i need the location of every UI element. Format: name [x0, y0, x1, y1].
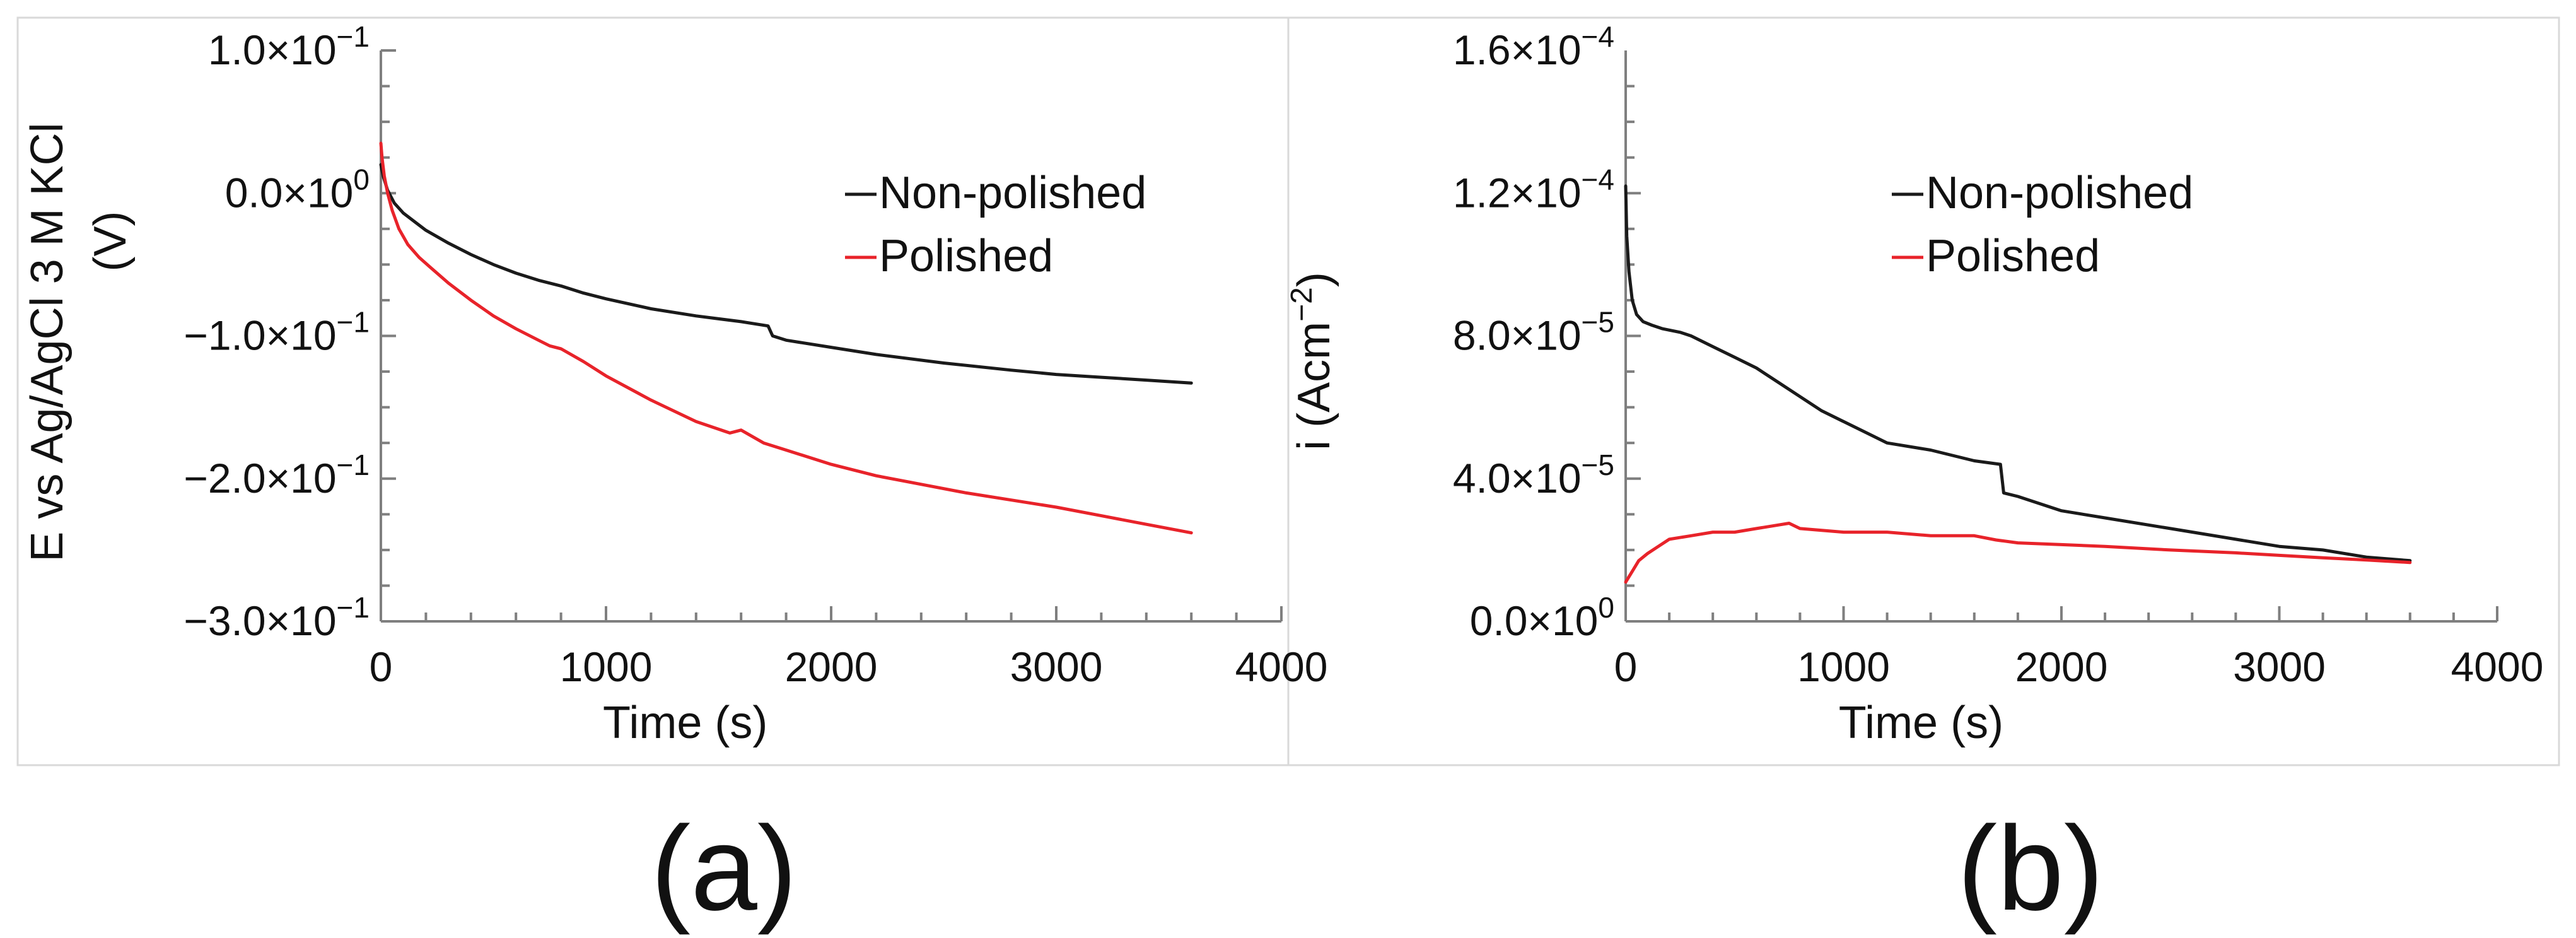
x-tick-label: 4000 — [2451, 643, 2544, 690]
y-tick-label: 1.0×10−1 — [208, 20, 370, 73]
x-tick-label: 2000 — [785, 643, 878, 690]
x-tick-label: 1000 — [560, 643, 653, 690]
y-tick-label: −1.0×10−1 — [184, 306, 370, 359]
y-tick-label: 1.2×10−4 — [1453, 163, 1614, 216]
panel-a-label: (a) — [651, 802, 797, 935]
x-tick-label: 0 — [370, 643, 393, 690]
x-axis-title: Time (s) — [603, 698, 767, 748]
y-tick-label: 0.0×100 — [225, 163, 370, 216]
legend-label: Polished — [879, 231, 1053, 281]
y-axis-title: i (Acm−2) — [1285, 272, 1339, 450]
x-tick-label: 1000 — [1797, 643, 1890, 690]
x-tick-label: 2000 — [2015, 643, 2108, 690]
y-tick-label: 0.0×100 — [1470, 591, 1614, 644]
legend-label: Non-polished — [1926, 168, 2193, 218]
panel-b-frame — [1287, 16, 2560, 766]
x-axis-title: Time (s) — [1839, 698, 2003, 748]
x-tick-label: 3000 — [1010, 643, 1103, 690]
y-tick-label: 8.0×10−5 — [1453, 306, 1614, 359]
x-tick-label: 0 — [1614, 643, 1638, 690]
series-line-non-polished — [1624, 184, 2412, 563]
panel-a-chart: 1.0×10−1 0.0×100 −1.0×10−1 −2.0×10−1 −3.0×10… — [22, 20, 1327, 748]
series-line-non-polished — [379, 163, 1193, 385]
y-tick-label: −3.0×10−1 — [184, 591, 370, 644]
x-tick-label: 4000 — [1235, 643, 1328, 690]
y-axis-title-line2: (V) — [85, 211, 136, 272]
series-line-polished — [379, 141, 1193, 535]
panel-b-label: (b) — [1957, 802, 2104, 935]
series-line-polished — [1624, 522, 2412, 584]
panel-b-chart: 1.6×10−4 1.2×10−4 8.0×10−5 4.0×10−5 0.0×1000… — [1285, 20, 2543, 748]
y-tick-label: 1.6×10−4 — [1453, 20, 1614, 73]
y-tick-label: 4.0×10−5 — [1453, 448, 1614, 501]
legend-label: Polished — [1926, 231, 2100, 281]
legend-label: Non-polished — [879, 168, 1146, 218]
y-axis-title-line1: E vs Ag/AgCl 3 M KCl — [22, 122, 73, 561]
y-tick-label: −2.0×10−1 — [184, 448, 370, 501]
x-tick-label: 3000 — [2233, 643, 2326, 690]
